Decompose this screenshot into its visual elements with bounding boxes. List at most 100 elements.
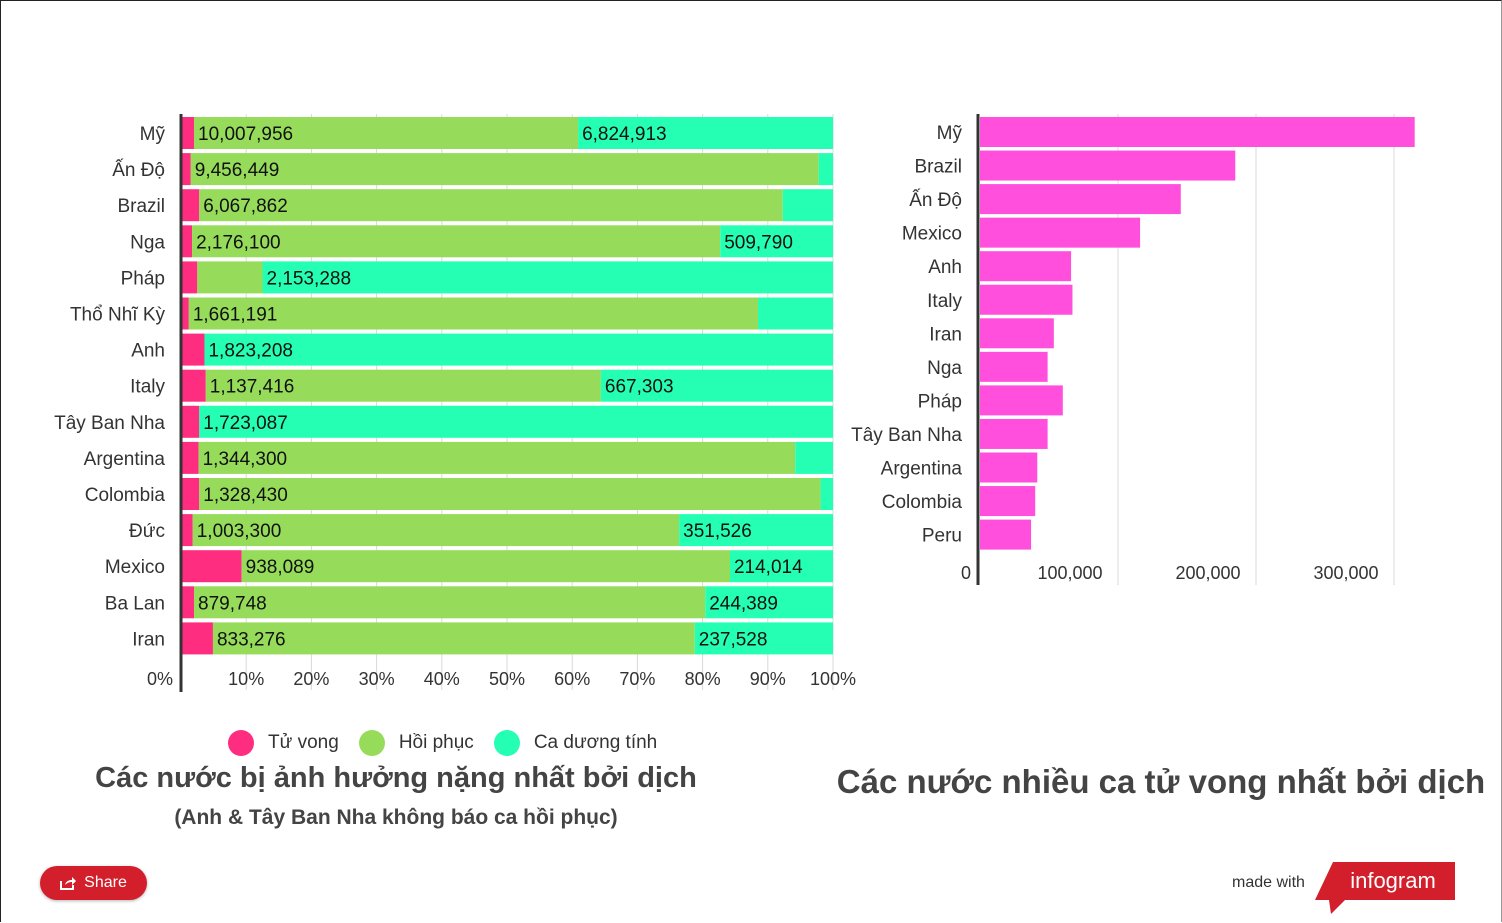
right-chart-title: Các nước nhiều ca tử vong nhất bởi dịch [836,763,1486,800]
bar-segment [181,369,206,402]
data-label: 6,824,913 [582,124,667,145]
infogram-logo[interactable]: infogram [1315,862,1455,914]
data-label: 879,748 [198,593,267,614]
category-label-right: Mexico [902,224,962,245]
x-tick-label: 100% [810,669,856,689]
bar-segment [190,153,819,186]
data-label: 1,344,300 [203,449,288,470]
data-label: 9,456,449 [195,160,280,181]
bar-segment [181,478,200,510]
bar-segment [705,586,833,619]
legend-dot-positive [493,730,520,756]
data-label: 667,303 [605,377,674,398]
bar-segment [199,405,834,438]
bar-segment [192,225,721,258]
death-bar [980,318,1054,349]
x-tick-label: 0% [147,669,173,689]
bar-segment [197,261,263,294]
category-label: Italy [130,377,165,398]
category-label: Colombia [85,485,166,506]
data-label: 1,328,430 [203,485,288,506]
legend-item-recovered[interactable]: Hồi phục [358,730,474,756]
death-bar [980,251,1072,282]
bar-segment [188,297,759,330]
category-label: Ấn Độ [112,159,165,181]
data-label: 509,790 [724,232,793,253]
data-label: 1,137,416 [210,377,295,398]
data-label: 6,067,862 [203,196,288,217]
bar-segment [782,189,833,222]
data-label: 833,276 [217,629,286,650]
x-tick-label-right: 0 [961,563,971,583]
bar-segment [181,514,193,547]
bar-segment [192,514,680,547]
bar-segment [820,478,833,510]
bar-segment [181,441,199,474]
x-tick-label: 70% [619,669,655,689]
data-label: 2,153,288 [267,268,352,289]
death-bar [980,486,1036,517]
category-label: Đức [129,521,165,542]
death-bar [980,117,1415,147]
share-label: Share [84,874,127,891]
category-label-right: Nga [927,358,962,379]
data-label: 2,176,100 [196,232,281,253]
death-bar [980,452,1038,483]
chart-legend: Tử vong Hồi phục Ca dương tính [228,730,677,756]
death-bar [980,217,1141,248]
category-label-right: Brazil [914,157,962,178]
x-tick-label-right: 300,000 [1313,563,1378,583]
category-label-right: Mỹ [937,123,963,144]
bar-segment [758,297,833,330]
bar-segment [181,225,193,258]
x-tick-label: 90% [750,669,786,689]
data-label: 244,389 [709,593,778,614]
bar-segment [720,225,833,258]
share-button[interactable]: Share [40,866,147,900]
bar-segment [199,478,821,510]
death-bar [980,385,1063,416]
bar-segment [212,622,695,655]
category-label: Mexico [105,557,165,578]
x-tick-label: 40% [424,669,460,689]
bar-segment [204,333,834,366]
bar-segment [194,117,579,149]
bar-segment [241,550,730,583]
x-tick-label: 30% [359,669,395,689]
category-label: Tây Ban Nha [54,413,165,434]
bar-segment [181,622,213,655]
bar-segment [679,514,833,547]
bar-segment [181,405,200,438]
category-label: Mỹ [140,124,166,145]
category-label-right: Colombia [882,492,963,513]
bar-segment [181,189,200,222]
death-bar [980,351,1048,382]
left-chart-title: Các nước bị ảnh hưởng nặng nhất bởi dịch [95,762,697,794]
category-label-right: Ấn Độ [909,189,962,211]
category-label-right: Anh [928,257,962,278]
data-label: 938,089 [246,557,315,578]
category-label: Thổ Nhĩ Kỳ [70,305,166,326]
bar-segment [181,261,198,294]
x-tick-label-right: 100,000 [1037,563,1102,583]
legend-item-death[interactable]: Tử vong [228,730,339,756]
x-tick-label: 20% [293,669,329,689]
bar-segment [199,189,783,222]
bar-segment [818,153,833,186]
bar-segment [729,550,833,583]
category-label: Argentina [84,449,166,470]
category-label-right: Pháp [918,391,962,412]
category-label-right: Italy [927,291,962,312]
bar-segment [262,261,833,294]
bar-segment [578,117,833,149]
x-tick-label: 10% [228,669,264,689]
legend-item-positive[interactable]: Ca dương tính [493,730,658,756]
bar-segment [181,333,205,366]
death-bar [980,284,1073,315]
bar-segment [181,297,189,330]
category-label: Pháp [121,268,165,289]
data-label: 1,823,208 [208,341,293,362]
legend-label-positive: Ca dương tính [533,732,658,753]
x-tick-label: 50% [489,669,525,689]
bar-segment [194,586,706,619]
